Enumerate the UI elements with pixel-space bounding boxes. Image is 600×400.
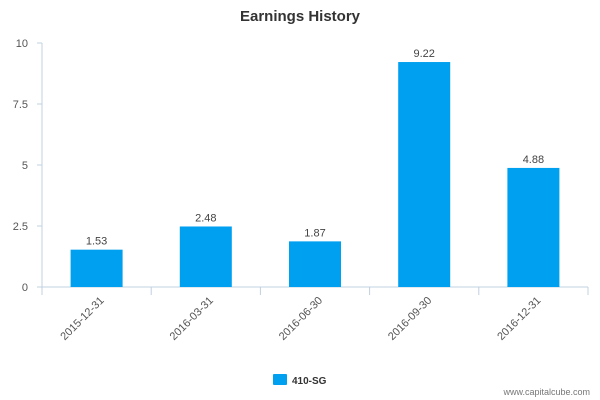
data-label: 4.88 [523, 154, 544, 166]
legend-label: 410-SG [292, 376, 327, 387]
x-tick-label: 2016-09-30 [386, 295, 434, 343]
x-axis: 2015-12-31 2016-03-31 2016-06-30 2016-09-30… [41, 286, 589, 343]
x-tick-label: 2015-12-31 [58, 295, 106, 343]
data-label: 1.53 [86, 236, 107, 248]
y-axis: 0 2.5 5 7.5 10 [13, 38, 43, 294]
data-label: 1.87 [304, 227, 325, 239]
chart-title: Earnings History [240, 8, 361, 25]
data-label: 2.48 [195, 212, 216, 224]
x-tick-label: 2016-12-31 [495, 295, 543, 343]
bar[interactable] [179, 226, 232, 287]
y-tick-label: 5 [22, 160, 28, 172]
legend-swatch [273, 374, 287, 385]
bar[interactable] [289, 241, 341, 287]
bar[interactable] [398, 62, 451, 288]
y-tick-label: 10 [16, 38, 28, 50]
bar-series [70, 62, 560, 288]
data-label: 9.22 [413, 48, 434, 60]
bar[interactable] [70, 249, 123, 287]
x-tick-label: 2016-03-31 [168, 295, 216, 343]
credit-text: www.capitalcube.com [502, 387, 590, 397]
bar[interactable] [507, 167, 560, 287]
y-tick-label: 7.5 [13, 99, 28, 111]
x-tick-label: 2016-06-30 [277, 295, 325, 343]
y-tick-label: 2.5 [13, 221, 28, 233]
y-tick-label: 0 [22, 282, 28, 294]
legend[interactable]: 410-SG [273, 374, 327, 387]
data-labels: 1.53 2.48 1.87 9.22 4.88 [86, 48, 544, 248]
